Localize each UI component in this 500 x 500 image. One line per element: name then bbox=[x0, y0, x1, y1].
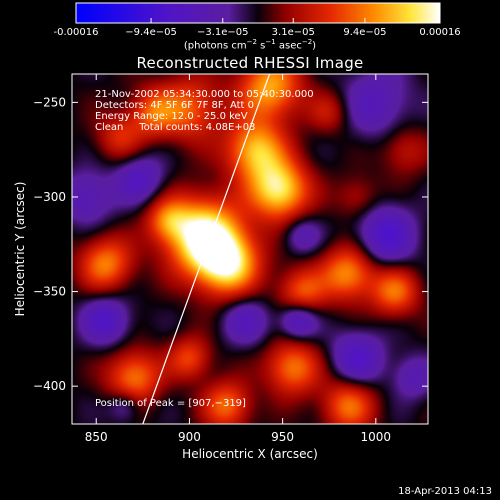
x-tick-label: 1000 bbox=[361, 430, 392, 444]
chart-title: Reconstructed RHESSI Image bbox=[136, 54, 364, 72]
annotation-block: 21-Nov-2002 05:34:30.000 to 05:40:30.000… bbox=[95, 89, 314, 409]
solar-limb-line bbox=[142, 73, 271, 425]
colorbar-gradient bbox=[76, 3, 440, 23]
annotation-total-counts: Clean Total counts: 4.08E+03 bbox=[95, 122, 255, 133]
colorbar: -0.00016 −9.4e−05 −3.1e−05 3.1e−05 9.4e−05 0.… bbox=[0, 0, 500, 60]
y-tick-label: −300 bbox=[33, 190, 66, 204]
y-axis: −250 −300 −350 −400 bbox=[33, 95, 428, 393]
annotation-peak-position: Position of Peak = [907,−319] bbox=[95, 398, 246, 409]
colorbar-tick-label: −9.4e−05 bbox=[125, 27, 177, 38]
colorbar-frame bbox=[75, 2, 441, 24]
colorbar-unit-label: (photons cm−2 s−1 asec−2) bbox=[183, 38, 317, 52]
y-tick-label: −350 bbox=[33, 285, 66, 299]
colorbar-tick-label: 0.00016 bbox=[419, 27, 461, 38]
x-tick-label: 950 bbox=[271, 430, 294, 444]
x-axis: 850 900 950 1000 bbox=[85, 74, 391, 444]
annotation-detectors: Detectors: 4F 5F 6F 7F 8F, Att 0 bbox=[95, 100, 254, 111]
colorbar-tick-label: 9.4e−05 bbox=[343, 27, 387, 38]
colorbar-tick-label: 3.1e−05 bbox=[271, 27, 315, 38]
x-tick-label: 900 bbox=[178, 430, 201, 444]
x-tick-label: 850 bbox=[85, 430, 108, 444]
y-tick-label: −250 bbox=[33, 95, 66, 109]
colorbar-tick-marks bbox=[75, 2, 441, 24]
y-axis-label: Heliocentric Y (arcsec) bbox=[13, 182, 27, 317]
footer-timestamp: 18-Apr-2013 04:13 bbox=[398, 486, 492, 497]
plot-frame bbox=[71, 73, 429, 425]
heatmap-image bbox=[72, 74, 428, 424]
annotation-time-range: 21-Nov-2002 05:34:30.000 to 05:40:30.000 bbox=[95, 89, 314, 100]
y-tick-label: −400 bbox=[33, 379, 66, 393]
annotation-energy-range: Energy Range: 12.0 - 25.0 keV bbox=[95, 111, 248, 122]
colorbar-tick-label: -0.00016 bbox=[53, 27, 99, 38]
x-axis-label: Heliocentric X (arcsec) bbox=[182, 447, 318, 461]
colorbar-tick-label: −3.1e−05 bbox=[196, 27, 249, 38]
